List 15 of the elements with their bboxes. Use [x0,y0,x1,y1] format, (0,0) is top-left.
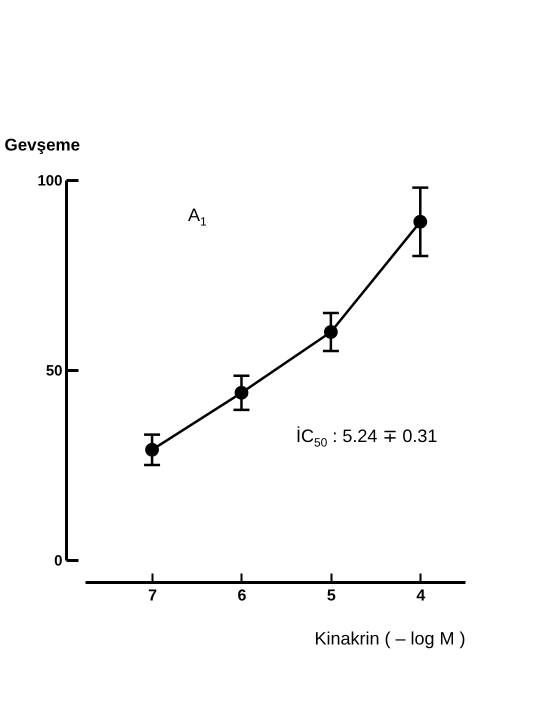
x-tick-label: 5 [326,588,336,604]
point [413,214,428,229]
point [234,386,248,400]
annotation: A$_{1}$ [188,205,207,229]
x-tick-label: 7 [148,588,158,604]
x-tick-label: 6 [238,588,247,604]
annotation: İC$_{50}$ : 5.24 ∓ 0.31 [296,425,438,450]
point [324,325,338,339]
x-axis-title: Kinakrin ( – log M ) [314,628,466,648]
y-tick-label: 100 [37,172,62,190]
x-tick-label: 4 [416,588,426,604]
y-axis-title: Gevşeme [4,136,80,154]
point [145,442,159,457]
y-tick-label: 50 [46,362,62,380]
y-tick-label: 0 [54,552,62,570]
